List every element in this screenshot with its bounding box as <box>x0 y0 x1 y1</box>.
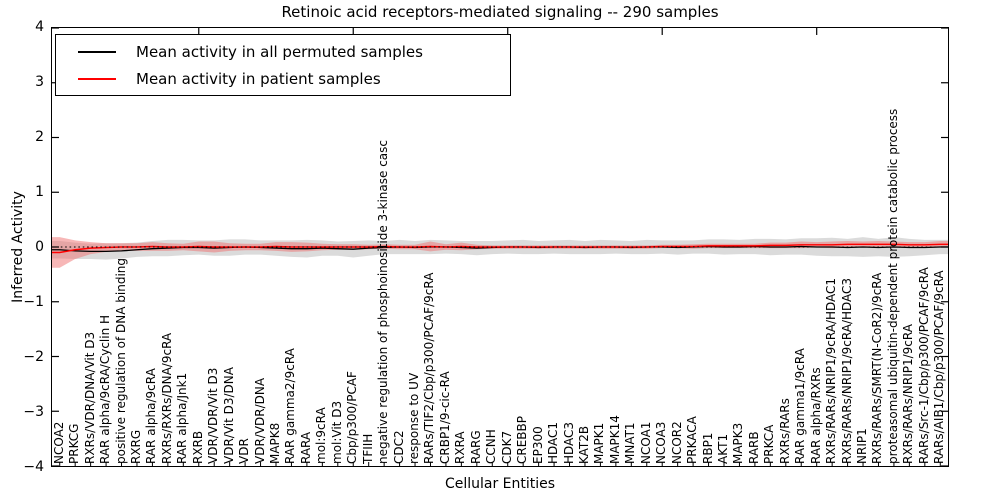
y-tick-label: −4 <box>23 459 44 475</box>
x-tick-label: RXRB <box>190 430 205 464</box>
y-tick-label: 4 <box>35 19 44 35</box>
x-tick-label: positive regulation of DNA binding <box>113 258 128 464</box>
x-tick-label: mol:9cRA <box>314 407 329 464</box>
x-tick-label: MAPK3 <box>731 422 746 464</box>
x-tick-label: RXRs/RXRs/DNA/9cRA <box>159 332 174 464</box>
x-tick-label: AKT1 <box>716 433 730 464</box>
x-tick-label: RBP1 <box>700 432 715 464</box>
x-tick-label: RAR alpha/RXRs <box>808 367 823 464</box>
x-tick-label: RARs/Src-1/Cbp/p300/PCAF/9cRA <box>916 267 931 464</box>
x-tick-label: NCOA1 <box>638 421 653 464</box>
legend-line-patient <box>78 77 116 80</box>
x-tick-label: NCOA2 <box>51 421 66 464</box>
x-tick-label: PRKCA <box>762 424 777 464</box>
x-tick-label: RXRs/RARs/SMRT(N-CoR2)/9cRA <box>870 272 885 464</box>
y-tick-label: −2 <box>23 349 44 365</box>
x-tick-label: RXRs/RARs/NRIP1/9cRA/HDAC3 <box>839 277 854 464</box>
x-tick-label: RXRs/RARs/NRIP1/9cRA/HDAC1 <box>824 277 839 464</box>
legend-label-patient: Mean activity in patient samples <box>136 69 381 88</box>
x-tick-label: VDR <box>237 438 252 464</box>
x-tick-label: RAR gamma2/9cRA <box>283 348 298 464</box>
legend-item-patient: Mean activity in patient samples <box>78 65 510 92</box>
legend-item-permuted: Mean activity in all permuted samples <box>78 38 510 65</box>
x-tick-label: response to UV <box>407 372 422 464</box>
x-tick-label: MAPK8 <box>268 422 282 464</box>
x-tick-label: RARG <box>468 430 483 464</box>
x-axis-label: Cellular Entities <box>444 476 556 492</box>
x-tick-label: HDAC1 <box>546 421 561 464</box>
chart-canvas <box>52 28 948 466</box>
x-tick-label: RARB <box>746 431 761 464</box>
legend-label-permuted: Mean activity in all permuted samples <box>136 42 423 61</box>
x-tick-label: HDAC3 <box>561 421 576 464</box>
x-tick-label: MAPK1 <box>592 422 607 464</box>
x-tick-label: NCOA3 <box>654 421 669 464</box>
legend-line-permuted <box>78 50 116 53</box>
x-tick-label: NCOR2 <box>669 421 684 464</box>
y-tick-label: 3 <box>35 74 44 90</box>
x-tick-label: RXRG <box>128 429 143 464</box>
x-tick-label: RAR alpha/9cRA <box>144 368 159 464</box>
x-tick-label: VDR/VDR/DNA <box>252 377 267 464</box>
x-tick-label: RAR gamma1/9cRA <box>793 348 808 464</box>
x-tick-label: RXRs/RARs/NRIP1/9cRA <box>901 324 916 464</box>
y-tick-label: −1 <box>23 294 44 310</box>
y-tick-label: 0 <box>35 239 44 255</box>
x-tick-label: RXRs/VDR/DNA/Vit D3 <box>82 331 97 464</box>
x-tick-label: negative regulation of phosphoinositide … <box>376 140 391 464</box>
y-tick-label: 2 <box>35 129 44 145</box>
y-tick-label: −3 <box>23 404 44 420</box>
y-tick-label: 1 <box>35 184 44 200</box>
x-tick-label: VDR/Vit D3/DNA <box>221 367 236 464</box>
x-tick-label: PRKACA <box>685 416 700 464</box>
chart-title: Retinoic acid receptors-mediated signali… <box>281 3 719 21</box>
legend: Mean activity in all permuted samples Me… <box>55 34 511 96</box>
x-tick-label: EP300 <box>530 426 545 464</box>
x-tick-label: CCNH <box>484 429 499 464</box>
x-tick-label: RARA <box>298 431 313 464</box>
x-tick-label: mol:Vit D3 <box>329 400 344 464</box>
x-tick-label: PRKCG <box>67 423 82 464</box>
x-tick-label: CRBP1/9-cic-RA <box>437 371 452 464</box>
x-tick-label: Cbp/p300/PCAF <box>345 371 360 464</box>
x-tick-label: NRIP1 <box>855 428 870 464</box>
x-tick-label: VDR/VDR/Vit D3 <box>206 367 221 464</box>
plot-area: NCOA2 PRKCG RXRs/VDR/DNA/Vit D3 RAR alpha/9… <box>51 27 949 467</box>
x-tick-label: RARs/AIB1/Cbp/p300/PCAF/9cRA <box>932 270 947 464</box>
x-tick-label: KAT2B <box>576 425 591 464</box>
x-tick-label: RAR alpha/9cRA/Cyclin H <box>98 314 113 464</box>
x-tick-label: CDK7 <box>499 430 514 464</box>
x-tick-label: CREBBP <box>515 416 530 464</box>
x-tick-label: RAR alpha/Jnk1 <box>175 372 190 464</box>
x-tick-label: RXRA <box>453 431 468 464</box>
x-tick-label: TFIIH <box>360 433 375 464</box>
x-tick-label: MAPK14 <box>607 415 622 464</box>
x-tick-label: RARs/TIF2/Cbp/p300/PCAF/9cRA <box>422 272 437 464</box>
x-tick-label: MNAT1 <box>623 422 638 464</box>
x-tick-label: proteasomal ubiquitin-dependent protein … <box>885 108 900 464</box>
x-tick-label: CDC2 <box>391 430 406 464</box>
x-tick-label: RXRs/RARs <box>777 398 792 464</box>
